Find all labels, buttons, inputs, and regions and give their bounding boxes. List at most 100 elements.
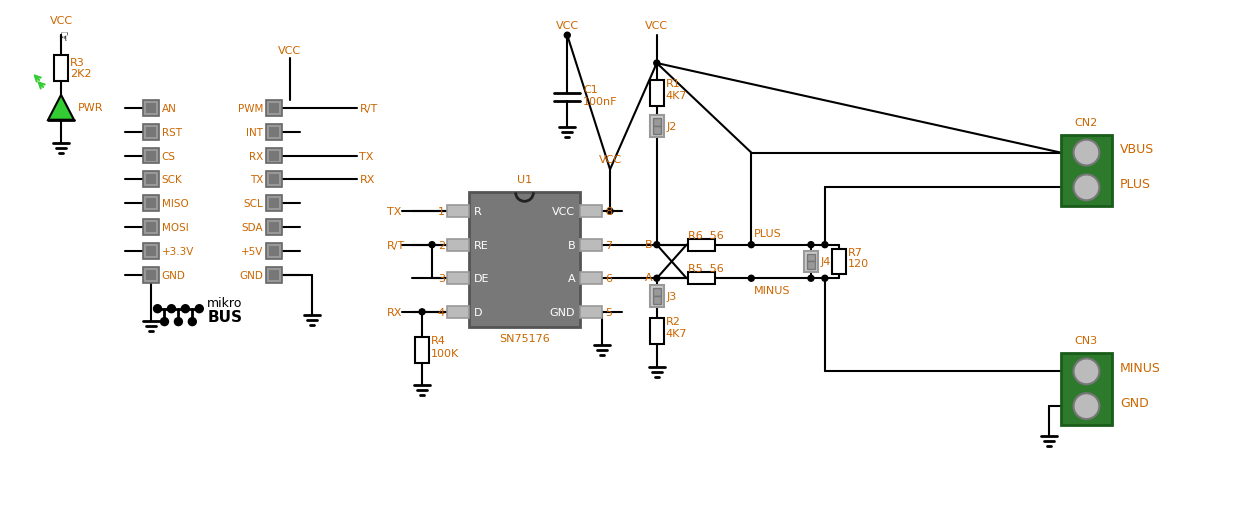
Text: 100K: 100K [431,348,460,358]
Text: C1: C1 [583,84,598,95]
Bar [269,199,279,209]
Text: 1: 1 [438,207,445,217]
Bar [266,125,282,140]
Bar [146,246,156,257]
Text: RX: RX [387,307,403,317]
Circle shape [654,242,660,248]
Bar [653,119,661,126]
Text: SDA: SDA [241,223,263,233]
Text: PWR: PWR [78,103,104,112]
Bar [266,267,282,284]
Bar [580,273,602,285]
Circle shape [182,305,189,313]
Bar [142,267,158,284]
Bar [142,148,158,164]
Text: B: B [645,239,653,249]
Bar [142,172,158,188]
Text: GND: GND [162,270,185,280]
Text: J2: J2 [666,122,677,131]
Text: CS: CS [162,151,176,161]
Circle shape [1074,140,1099,166]
Bar [269,246,279,257]
Circle shape [1074,359,1099,384]
Text: VCC: VCC [278,46,302,56]
Bar [580,239,602,251]
Bar [266,172,282,188]
Bar [266,220,282,236]
Text: RX: RX [360,175,375,185]
Text: R1: R1 [666,79,681,89]
Bar [142,244,158,260]
Text: RE: RE [473,240,488,250]
Bar [447,239,468,251]
Bar [653,297,661,304]
Bar [269,175,279,185]
Bar [807,254,815,262]
Bar [146,270,156,280]
Text: 2K2: 2K2 [70,69,91,79]
Text: +5V: +5V [241,246,263,257]
Circle shape [654,61,660,67]
Text: B: B [567,240,575,250]
Text: PWM: PWM [237,104,263,114]
Bar [142,196,158,212]
Text: PLUS: PLUS [754,229,782,238]
Bar [146,223,156,233]
Bar [650,81,664,106]
Text: U1: U1 [517,175,531,185]
Text: D: D [473,307,482,317]
Bar [447,273,468,285]
Circle shape [1074,393,1099,419]
Text: GND: GND [550,307,575,317]
Text: VCC: VCC [598,155,622,165]
Text: 7: 7 [606,240,612,250]
Text: MOSI: MOSI [162,223,188,233]
Bar [650,319,664,344]
Circle shape [748,276,754,281]
Text: R/T: R/T [387,240,405,250]
Bar [142,101,158,117]
Text: SCL: SCL [243,199,263,209]
Bar [650,286,664,307]
Bar [1060,135,1112,207]
Text: SN75176: SN75176 [499,333,550,343]
Circle shape [195,305,203,313]
Text: 3: 3 [438,274,445,284]
Text: J3: J3 [666,292,677,301]
Text: R7: R7 [848,247,863,257]
Circle shape [188,318,197,326]
Text: VCC: VCC [552,207,575,217]
Bar [269,223,279,233]
Bar [269,104,279,114]
Bar [807,262,815,270]
Bar [415,337,429,363]
Bar [269,270,279,280]
Bar [653,126,661,134]
Circle shape [822,242,828,248]
Bar [269,151,279,161]
Bar [142,220,158,236]
Text: 4K7: 4K7 [666,328,687,338]
Bar [687,273,716,285]
Circle shape [419,309,425,315]
Text: mikro: mikro [208,297,242,309]
Text: 4: 4 [438,307,445,317]
Bar [653,289,661,297]
Circle shape [808,276,815,281]
Bar [266,148,282,164]
Text: AN: AN [162,104,177,114]
Text: DE: DE [473,274,489,284]
Bar [146,199,156,209]
Text: VCC: VCC [556,21,578,31]
Text: VCC: VCC [49,16,73,26]
Circle shape [565,33,570,39]
Bar [146,151,156,161]
Text: 6: 6 [606,274,612,284]
Text: R6  56: R6 56 [687,230,723,240]
Text: R2: R2 [666,317,681,326]
Text: R: R [473,207,482,217]
Text: RST: RST [162,127,182,137]
Text: INT: INT [246,127,263,137]
Text: TX: TX [387,207,402,217]
Text: MINUS: MINUS [1120,361,1161,374]
